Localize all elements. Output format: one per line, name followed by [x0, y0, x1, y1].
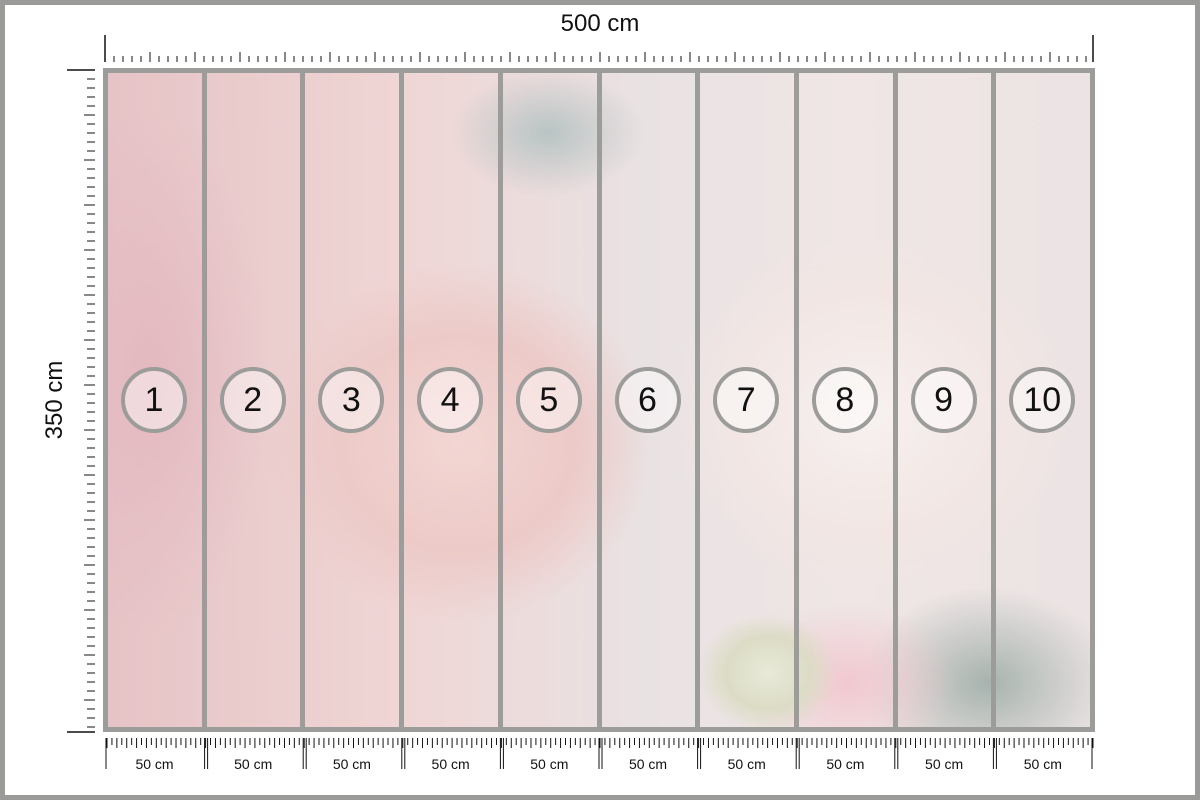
panel-width-label: 50 cm: [332, 756, 371, 772]
panel-divider: [892, 68, 898, 732]
panel-number-badge: 10: [1009, 367, 1076, 433]
wallpaper-mural: 1 2 3 4 5 6 7 8 9 10: [103, 68, 1095, 732]
panel-divider: [497, 68, 503, 732]
panel-width-label: 50 cm: [530, 756, 569, 772]
panel-number-badge: 4: [417, 367, 484, 433]
panel-divider: [793, 68, 799, 732]
width-label: 500 cm: [560, 10, 640, 37]
panel-width-label: 50 cm: [1023, 756, 1062, 772]
panel-width-label: 50 cm: [135, 756, 174, 772]
panel-width-label: 50 cm: [826, 756, 865, 772]
panel-number-badge: 9: [910, 367, 977, 433]
panel-width-label: 50 cm: [925, 756, 964, 772]
panel-number-badge: 3: [318, 367, 385, 433]
panel-divider: [399, 68, 405, 732]
panel-number-badge: 8: [811, 367, 878, 433]
panel-divider: [596, 68, 602, 732]
panel-width-label: 50 cm: [234, 756, 273, 772]
panel-number-badge: 2: [219, 367, 286, 433]
panel-divider: [695, 68, 701, 732]
panel-number-badge: 7: [713, 367, 780, 433]
panel-number-badge: 1: [121, 367, 187, 433]
panel-number-badge: 5: [515, 367, 582, 433]
panel-divider: [300, 68, 306, 732]
panel-divider: [201, 68, 207, 732]
panel-width-label: 50 cm: [431, 756, 470, 772]
panel-width-label: 50 cm: [727, 756, 766, 772]
panel-divider: [991, 68, 997, 732]
panel-width-label: 50 cm: [628, 756, 668, 772]
bottom-ruler: [105, 738, 1094, 769]
left-ruler: [67, 69, 95, 733]
top-ruler: [104, 35, 1094, 62]
panel-number-badge: 6: [614, 367, 681, 433]
